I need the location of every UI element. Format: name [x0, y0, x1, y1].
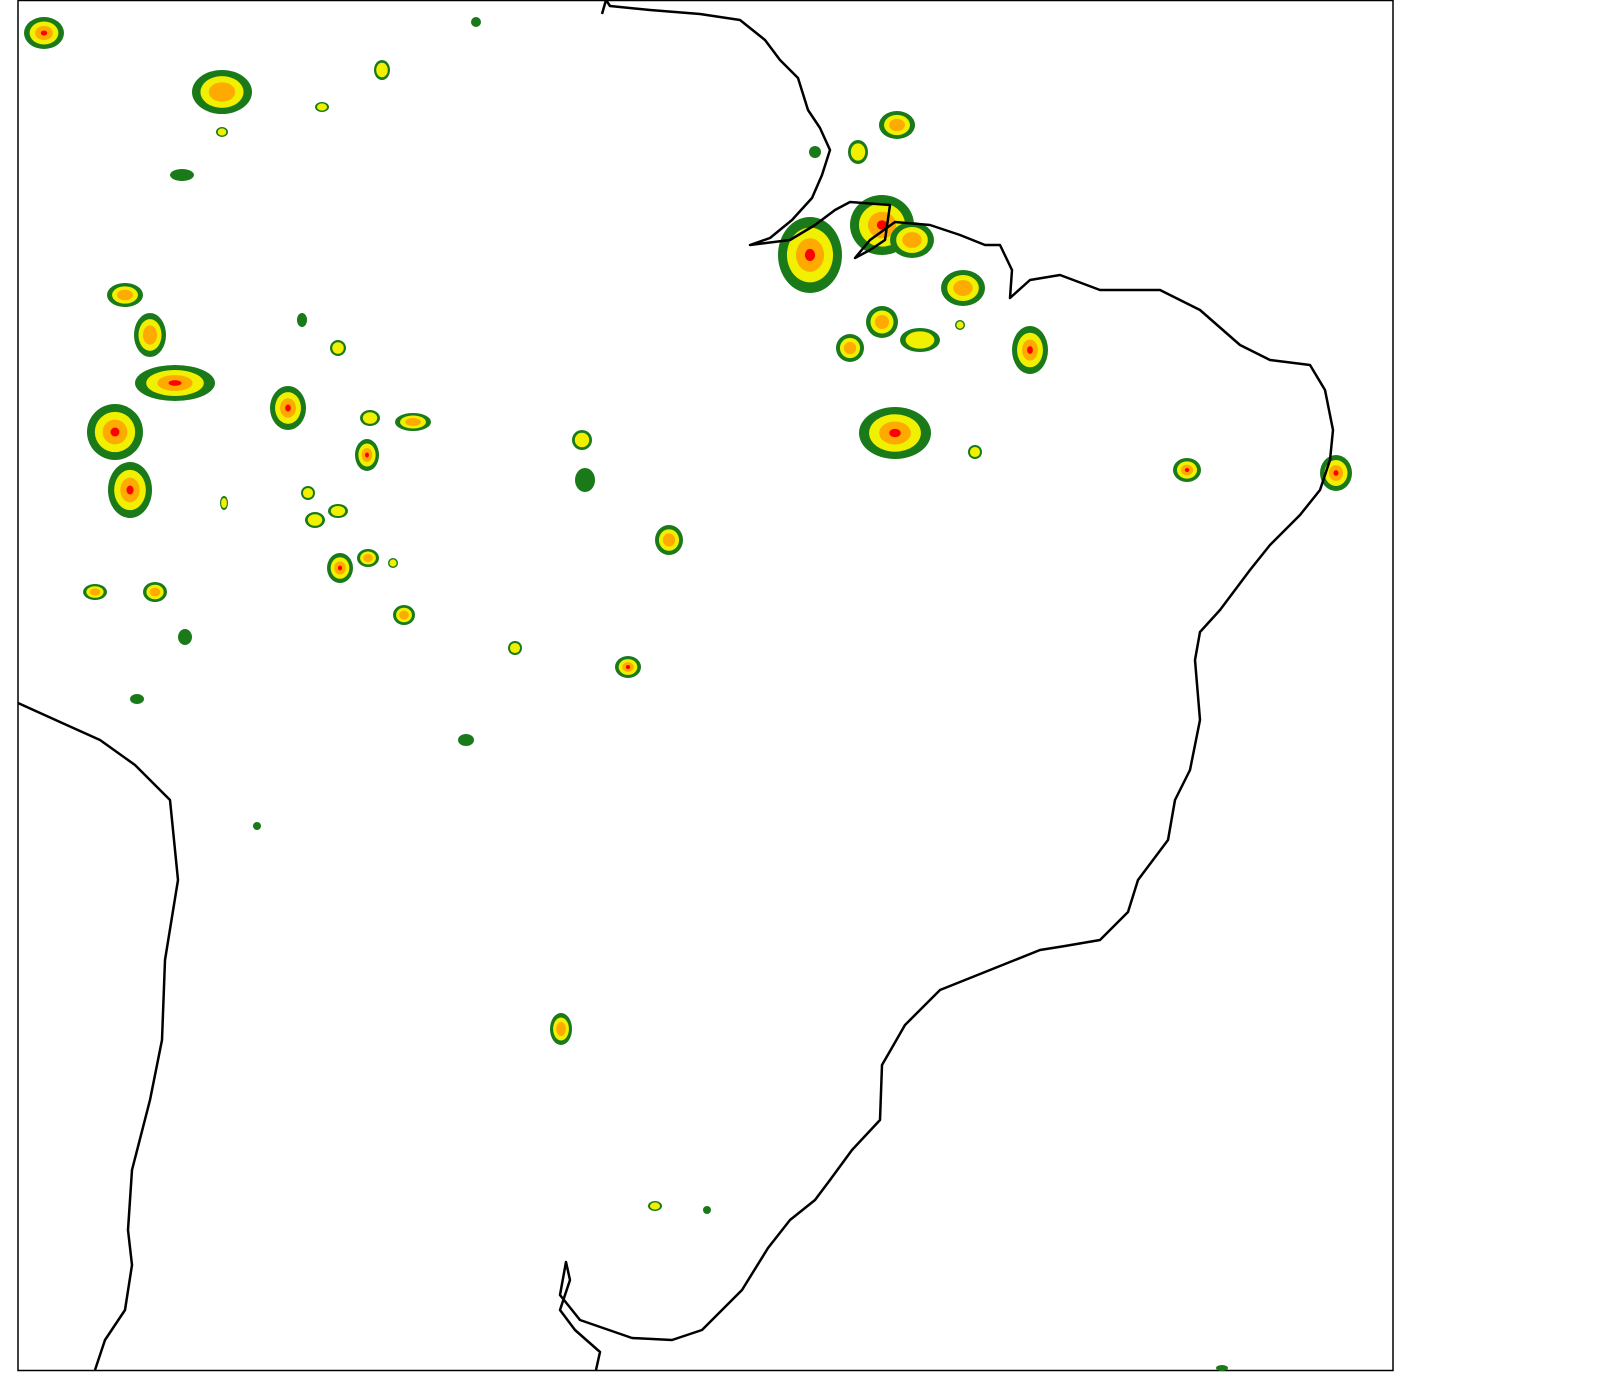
rain-cell: [574, 432, 590, 448]
precipitation-cells: [24, 17, 1352, 1371]
rain-cell: [471, 17, 481, 27]
rain-cell: [168, 380, 182, 386]
rain-cell: [850, 143, 866, 161]
rain-cell: [843, 341, 857, 355]
rain-cell: [285, 404, 291, 412]
rain-cell: [889, 428, 901, 438]
rain-cell: [1216, 1365, 1228, 1371]
rain-cell: [40, 30, 48, 36]
rain-cell: [142, 325, 158, 345]
rain-cell: [509, 642, 521, 654]
map-frame: [17, 0, 1394, 1372]
rain-cell: [874, 314, 890, 330]
rain-cell: [110, 427, 120, 437]
rain-cell: [1333, 470, 1339, 476]
rain-cell: [126, 485, 134, 495]
rain-cell: [902, 232, 922, 248]
rain-cell: [217, 128, 227, 136]
rain-cell: [969, 446, 981, 458]
rain-cell: [389, 559, 397, 567]
rain-cell: [575, 468, 595, 492]
rain-cell: [363, 554, 373, 562]
rain-cell: [330, 505, 346, 517]
rain-cell: [1184, 468, 1190, 472]
rain-cell: [365, 452, 369, 458]
rain-cell: [149, 587, 161, 597]
rain-cell: [307, 514, 323, 526]
rain-cell: [876, 220, 888, 230]
atlantic-coastline: [558, 0, 1335, 1371]
rain-cell: [649, 1202, 661, 1210]
rain-cell: [405, 418, 421, 426]
rain-cell: [362, 412, 378, 424]
rain-cell: [703, 1206, 711, 1214]
rain-cell: [905, 331, 935, 349]
rain-cell: [809, 146, 821, 158]
rain-cell: [556, 1021, 566, 1037]
rain-cell: [297, 313, 307, 327]
rain-cell: [89, 588, 101, 596]
rain-cell: [130, 694, 144, 704]
rain-cell: [221, 497, 227, 509]
rain-cell: [1027, 346, 1033, 354]
rain-cell: [662, 533, 676, 547]
rain-cell: [953, 280, 973, 296]
rain-cell: [889, 118, 905, 132]
rain-cell: [302, 487, 314, 499]
rain-cell: [956, 321, 964, 329]
rain-cell: [337, 565, 343, 571]
rain-cell: [253, 822, 261, 830]
rain-cell: [458, 734, 474, 746]
rain-cell: [376, 62, 388, 78]
rain-cell: [332, 342, 344, 354]
rain-cell: [804, 248, 816, 262]
rain-cell: [170, 169, 194, 181]
rain-cell: [316, 103, 328, 111]
rain-cell: [625, 665, 631, 669]
rain-cell: [117, 289, 133, 301]
rain-cell: [208, 82, 236, 102]
pacific-coastline: [17, 701, 180, 1371]
rain-cell: [178, 629, 192, 645]
rain-cell: [399, 610, 409, 620]
